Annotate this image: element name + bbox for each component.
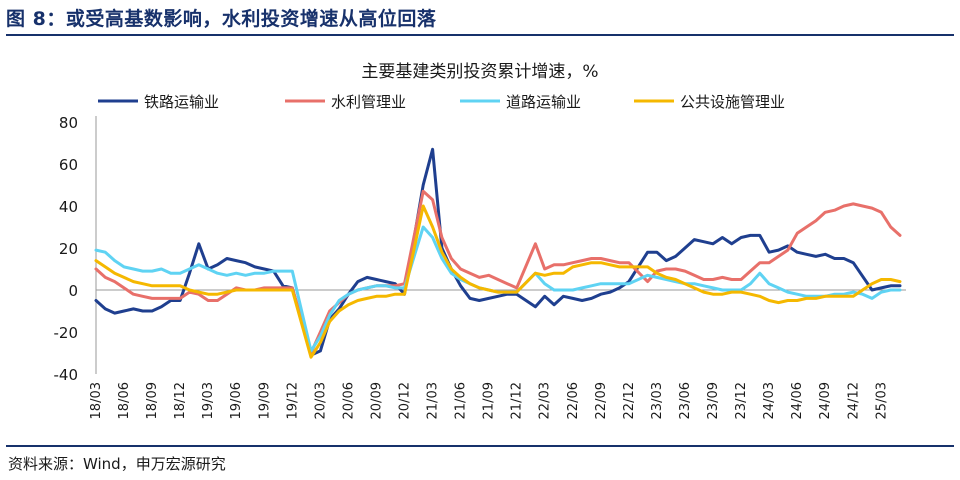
x-tick-label: 21/09: [482, 382, 497, 419]
x-tick-label: 23/12: [734, 382, 749, 419]
x-tick-label: 23/03: [650, 382, 665, 419]
series-line-4: [94, 204, 902, 359]
legend-label: 道路运输业: [506, 93, 581, 111]
x-tick-label: 23/09: [706, 382, 721, 419]
x-tick-label: 23/06: [678, 382, 693, 419]
x-tick-label: 22/06: [566, 382, 581, 419]
figure-title: 图 8：或受高基数影响，水利投资增速从高位回落: [6, 8, 437, 30]
x-tick-label: 18/03: [89, 382, 104, 419]
x-tick-label: 22/09: [594, 382, 609, 419]
y-tick-label: -20: [54, 324, 79, 342]
y-tick-label: -40: [54, 366, 79, 384]
y-tick-label: 60: [59, 156, 78, 174]
x-tick-label: 20/06: [341, 382, 356, 419]
x-tick-label: 19/09: [257, 382, 272, 419]
y-tick-label: 40: [59, 198, 78, 216]
x-tick-label: 19/12: [285, 382, 300, 419]
x-tick-label: 22/12: [622, 382, 637, 419]
legend-label: 铁路运输业: [144, 93, 219, 111]
x-tick-label: 21/12: [510, 382, 525, 419]
legend-label: 公共设施管理业: [680, 93, 785, 111]
x-tick-label: 20/09: [369, 382, 384, 419]
y-tick-label: 20: [59, 240, 78, 258]
chart-title: 主要基建类别投资累计增速，%: [361, 62, 598, 82]
x-tick-label: 19/06: [229, 382, 244, 419]
x-tick-label: 18/12: [173, 382, 188, 419]
chart-legend: 铁路运输业 水利管理业 道路运输业 公共设施管理业: [98, 93, 785, 111]
x-tick-label: 24/06: [790, 382, 805, 419]
y-tick-label: 80: [59, 114, 78, 132]
line-chart: 主要基建类别投资累计增速，% 铁路运输业 水利管理业 道路运输业 公共设施管理业 -4…: [54, 62, 906, 419]
chart-series-lines: [94, 147, 902, 359]
source-note: 资料来源：Wind，申万宏源研究: [8, 455, 226, 473]
y-tick-label: 0: [68, 282, 78, 300]
x-tick-label: 21/03: [426, 382, 441, 419]
x-tick-label: 19/03: [201, 382, 216, 419]
x-tick-label: 20/12: [398, 382, 413, 419]
x-tick-label: 20/03: [313, 382, 328, 419]
x-tick-label: 25/03: [874, 382, 889, 419]
x-tick-label: 24/03: [762, 382, 777, 419]
title-rule: [6, 34, 954, 36]
x-axis-tick-labels: 18/03 18/06 18/09 18/12 19/03 19/06 19/09 19/12…: [89, 382, 889, 419]
x-tick-label: 18/09: [145, 382, 160, 419]
series-line-2: [94, 189, 902, 355]
legend-label: 水利管理业: [331, 93, 406, 111]
source-rule: [6, 445, 954, 447]
x-tick-label: 24/09: [818, 382, 833, 419]
series-line-3: [94, 225, 902, 353]
series-line-1: [94, 147, 902, 357]
x-tick-label: 18/06: [117, 382, 132, 419]
x-tick-label: 24/12: [846, 382, 861, 419]
x-tick-label: 21/06: [454, 382, 469, 419]
x-tick-label: 22/03: [538, 382, 553, 419]
